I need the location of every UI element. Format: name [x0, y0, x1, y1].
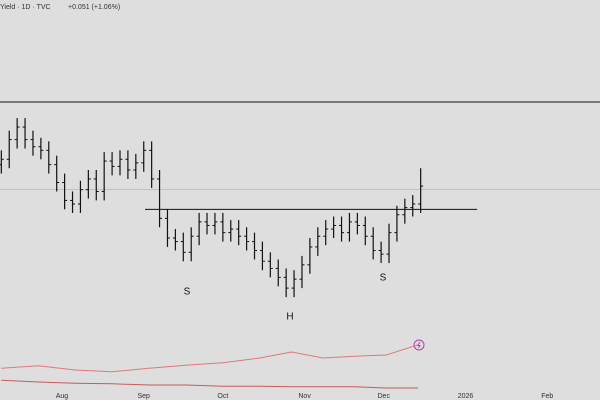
- x-tick-label: Sep: [138, 393, 151, 400]
- alert-icon[interactable]: [413, 339, 425, 351]
- change: +0.051 (+1.06%): [68, 4, 120, 11]
- pattern-label: H: [286, 312, 293, 323]
- indicator-line: [1, 379, 418, 389]
- x-tick-label: Feb: [541, 393, 553, 400]
- x-tick-label: Nov: [298, 393, 311, 400]
- x-tick-label: Dec: [378, 393, 391, 400]
- pattern-label: S: [380, 273, 387, 284]
- x-tick-label: 2026: [458, 393, 474, 400]
- chart-title: Yield · 1D · TVC: [0, 4, 51, 11]
- pattern-label: S: [184, 287, 191, 298]
- x-tick-label: Aug: [56, 393, 69, 400]
- indicator-line: [1, 344, 419, 373]
- x-tick-label: Oct: [217, 393, 228, 400]
- alert-bolt: [416, 341, 421, 349]
